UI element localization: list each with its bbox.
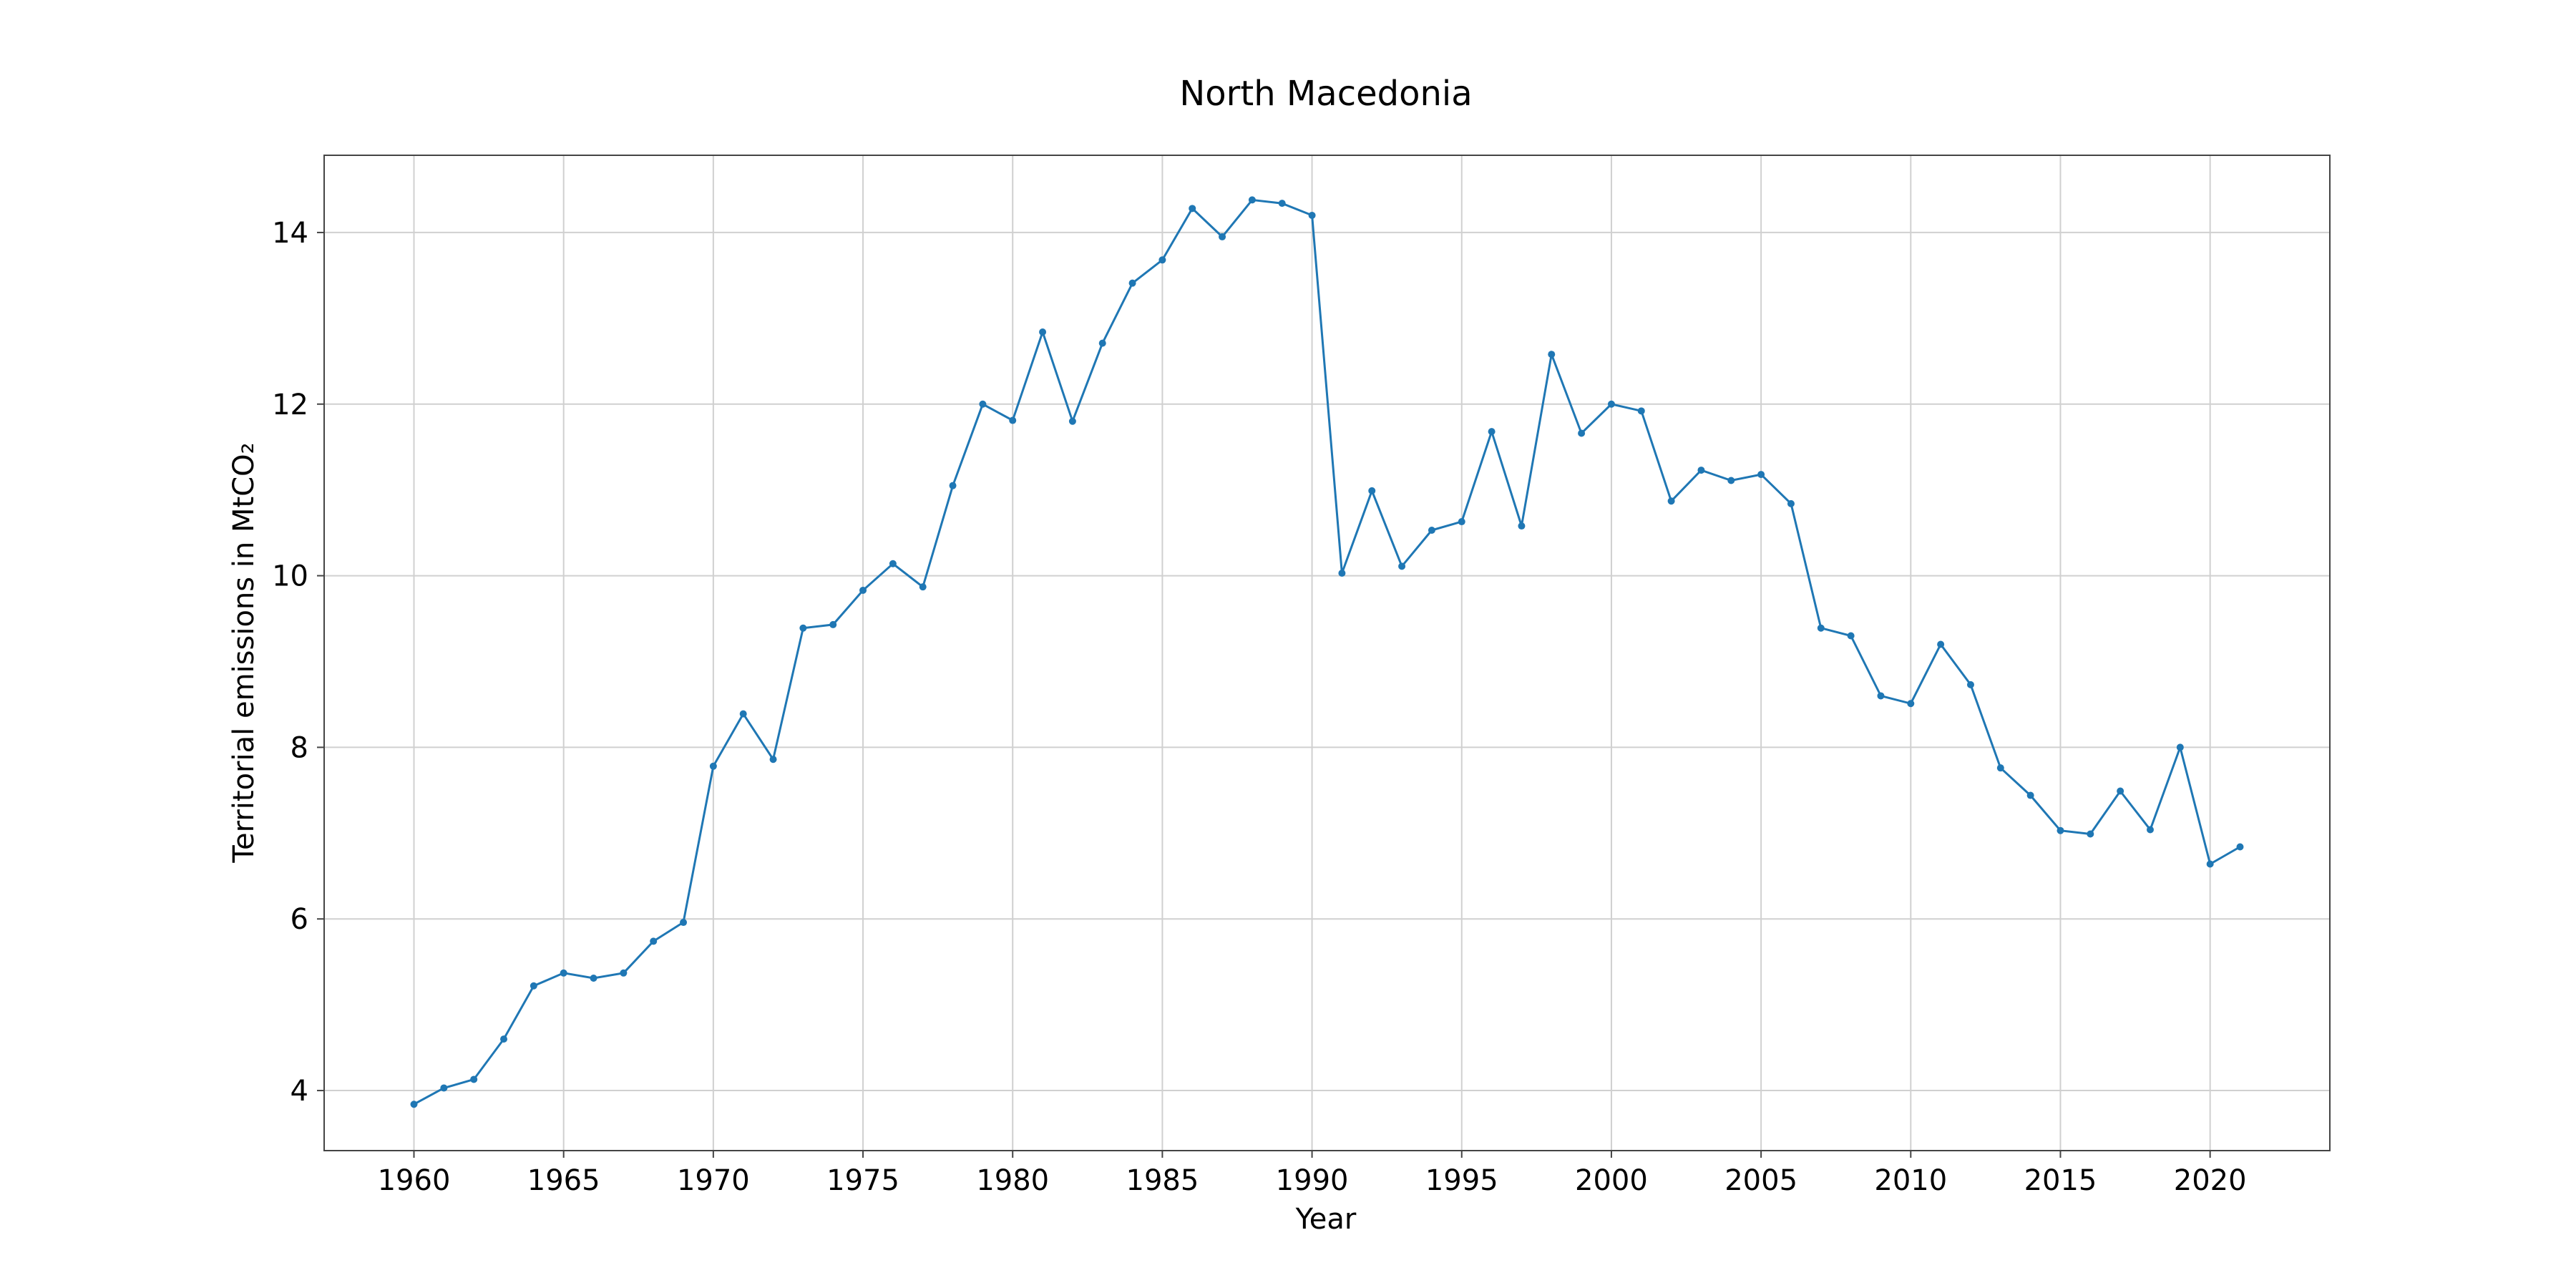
data-point bbox=[2057, 826, 2064, 834]
data-point bbox=[2206, 860, 2214, 868]
data-point bbox=[1817, 624, 1825, 632]
data-point bbox=[1518, 522, 1526, 530]
series-line bbox=[413, 198, 2241, 1106]
data-point bbox=[1098, 339, 1106, 347]
x-tick-label: 1970 bbox=[677, 1164, 750, 1197]
data-point bbox=[680, 919, 688, 927]
data-point bbox=[2117, 787, 2124, 795]
data-point bbox=[1607, 400, 1615, 408]
data-point bbox=[1966, 680, 1974, 688]
data-point bbox=[1009, 416, 1017, 424]
data-point bbox=[799, 624, 807, 632]
series-emissions bbox=[410, 196, 2244, 1108]
x-tick-label: 1980 bbox=[976, 1164, 1049, 1197]
data-point bbox=[829, 620, 837, 628]
x-tick-label: 1975 bbox=[826, 1164, 899, 1197]
x-tick-label: 1965 bbox=[527, 1164, 600, 1197]
data-point bbox=[769, 756, 777, 763]
x-tick-label: 2010 bbox=[1874, 1164, 1947, 1197]
data-point bbox=[709, 762, 717, 770]
data-point bbox=[739, 710, 747, 718]
plot-frame bbox=[323, 155, 2331, 1151]
data-point bbox=[1667, 497, 1675, 505]
data-point bbox=[1458, 518, 1465, 526]
data-point bbox=[1937, 640, 1945, 648]
y-axis-label: Territorial emissions in MtCO₂ bbox=[228, 442, 260, 863]
axis-ticks: 1960 1965 1970 1975 1980 1985 1990 1995 2000 2005… bbox=[272, 217, 2246, 1197]
data-point bbox=[1189, 205, 1196, 213]
y-tick-label: 8 bbox=[291, 731, 308, 764]
data-point bbox=[1068, 417, 1076, 425]
data-point bbox=[2176, 743, 2184, 751]
data-point bbox=[1996, 764, 2004, 772]
x-tick-label: 1990 bbox=[1276, 1164, 1349, 1197]
x-tick-label: 1985 bbox=[1126, 1164, 1199, 1197]
x-tick-label: 2020 bbox=[2174, 1164, 2247, 1197]
x-tick-label: 2015 bbox=[2024, 1164, 2097, 1197]
data-point bbox=[1697, 467, 1705, 474]
data-point bbox=[1278, 200, 1286, 208]
data-point bbox=[1428, 527, 1435, 535]
data-point bbox=[919, 583, 927, 591]
data-point bbox=[1338, 569, 1346, 577]
data-point bbox=[859, 586, 867, 594]
data-point bbox=[1877, 692, 1885, 700]
chart-title: North Macedonia bbox=[1179, 74, 1472, 114]
x-tick-label: 2005 bbox=[1724, 1164, 1797, 1197]
grid-lines bbox=[324, 155, 2330, 1151]
x-axis-label: Year bbox=[1295, 1203, 1357, 1236]
data-point bbox=[1578, 429, 1586, 437]
data-point bbox=[1907, 700, 1915, 708]
data-point bbox=[1398, 562, 1406, 570]
data-point bbox=[1727, 477, 1735, 484]
data-point bbox=[410, 1101, 418, 1108]
y-tick-label: 14 bbox=[272, 217, 308, 250]
data-point bbox=[1128, 279, 1136, 287]
data-point bbox=[889, 560, 897, 567]
data-point bbox=[2146, 826, 2154, 834]
x-tick-label: 1995 bbox=[1425, 1164, 1498, 1197]
data-point bbox=[1158, 256, 1166, 264]
data-point bbox=[1637, 407, 1645, 415]
y-tick-label: 4 bbox=[291, 1075, 308, 1108]
data-point bbox=[530, 982, 537, 990]
data-point bbox=[1787, 499, 1795, 507]
y-tick-label: 10 bbox=[272, 560, 308, 593]
data-point bbox=[560, 969, 567, 977]
x-tick-label: 2000 bbox=[1575, 1164, 1648, 1197]
data-point bbox=[1368, 487, 1376, 494]
y-tick-label: 12 bbox=[272, 389, 308, 421]
data-point bbox=[1039, 328, 1047, 336]
data-point bbox=[620, 969, 628, 977]
data-point bbox=[2026, 791, 2034, 799]
data-point bbox=[470, 1075, 478, 1083]
data-point bbox=[1219, 233, 1226, 240]
data-point bbox=[1757, 471, 1765, 479]
data-point bbox=[2236, 843, 2244, 851]
data-point bbox=[2087, 830, 2094, 838]
data-point bbox=[1488, 428, 1496, 436]
data-point bbox=[650, 937, 658, 945]
data-point bbox=[500, 1035, 508, 1043]
data-point bbox=[590, 974, 597, 982]
data-point bbox=[949, 482, 957, 489]
data-point bbox=[1248, 196, 1256, 204]
y-tick-label: 6 bbox=[291, 903, 308, 936]
data-point bbox=[1308, 211, 1316, 219]
x-tick-label: 1960 bbox=[378, 1164, 451, 1197]
data-point bbox=[979, 400, 987, 408]
data-point bbox=[440, 1084, 448, 1092]
data-point bbox=[1847, 632, 1855, 640]
data-point bbox=[1548, 351, 1556, 358]
